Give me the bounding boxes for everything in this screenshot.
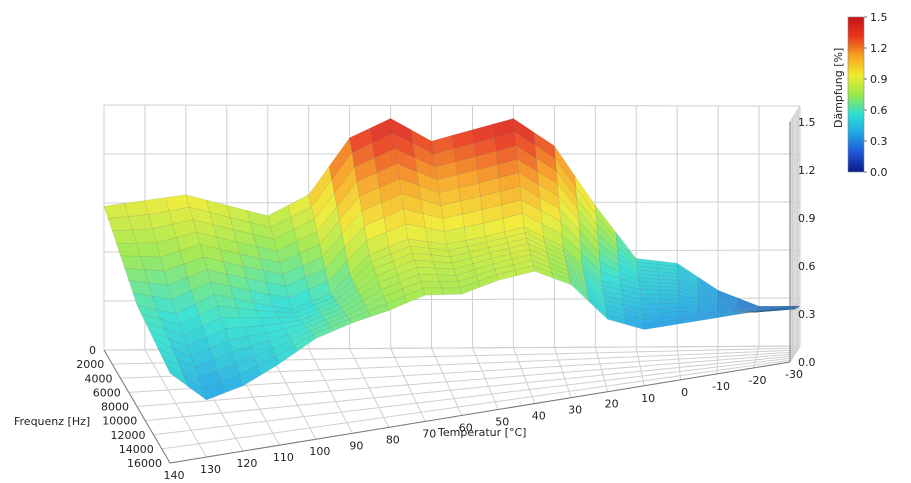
z-tick-labels: 0.0 0.3 0.6 0.9 1.2 1.5 [798, 116, 816, 369]
y-tick-label: 14000 [119, 443, 154, 456]
surface-cell [422, 287, 444, 296]
surface-cell [439, 281, 461, 289]
colorbar-tick-label: 1.2 [870, 42, 888, 55]
grid-line [789, 105, 801, 123]
x-tick-label: 90 [349, 439, 363, 452]
y-tick-label: 2000 [76, 358, 104, 371]
colorbar-tick-label: 0.3 [870, 135, 888, 148]
z-tick-label: 0.9 [798, 212, 816, 225]
x-tick-labels: 140 130 120 110 100 90 80 70 60 50 40 30 20 10 0 -10 -20… [164, 368, 803, 482]
x-tick-label: -30 [785, 368, 803, 381]
x-tick-label: 80 [386, 433, 400, 446]
surface-cell [420, 280, 442, 289]
z-tick-label: 0.6 [798, 260, 816, 273]
y-tick-label: 0 [89, 344, 96, 357]
z-tick-label: 1.2 [798, 164, 816, 177]
x-tick-label: -20 [749, 374, 767, 387]
x-tick-label: 10 [641, 392, 655, 405]
surface-mesh [103, 117, 801, 401]
surface-cell [441, 287, 463, 295]
surface-cell [132, 228, 157, 244]
surface-cell [416, 266, 438, 276]
grid-line [103, 104, 801, 107]
z-tick-label: 0.3 [798, 308, 816, 321]
x-axis-label: Temperatur [°C] [437, 426, 526, 439]
y-tick-label: 8000 [101, 401, 129, 414]
grid-line [789, 345, 801, 363]
x-tick-label: 100 [309, 445, 330, 458]
y-tick-label: 10000 [102, 415, 137, 428]
colorbar-tick-label: 0.9 [870, 73, 888, 86]
surface-cell [659, 289, 680, 296]
x-tick-label: 30 [568, 404, 582, 417]
surface-cell [128, 214, 153, 231]
surface-cell [435, 267, 457, 276]
grid-line [145, 355, 794, 422]
y-tick-label: 16000 [127, 457, 162, 470]
grid-line [789, 201, 801, 219]
grid-line [136, 353, 796, 407]
surface-cell [103, 203, 129, 219]
surface-cell [639, 288, 661, 295]
axis-line [169, 361, 791, 464]
x-tick-label: -10 [712, 380, 730, 393]
surface-cell [640, 293, 661, 300]
surface-cell [107, 216, 133, 232]
x-tick-label: 50 [495, 416, 509, 429]
x-tick-label: 70 [422, 427, 436, 440]
x-tick-label: 40 [532, 410, 546, 423]
y-tick-label: 4000 [85, 372, 113, 385]
surface-cell [221, 317, 245, 329]
x-tick-label: 130 [200, 463, 221, 476]
x-tick-label: 20 [605, 398, 619, 411]
x-tick-label: 0 [681, 386, 688, 399]
x-tick-label: 120 [236, 457, 257, 470]
y-tick-label: 6000 [93, 386, 121, 399]
x-tick-label: 140 [164, 469, 185, 482]
colorbar-tick-label: 1.5 [870, 11, 888, 24]
surface-cell [136, 242, 161, 258]
grid-line [789, 249, 801, 267]
surface-cell [640, 298, 661, 305]
axis-frame [103, 122, 791, 464]
z-tick-label: 1.5 [798, 116, 816, 129]
y-axis-label: Frequenz [Hz] [14, 415, 90, 428]
surface-cell [418, 273, 440, 282]
z-tick-label: 0.0 [798, 356, 816, 369]
axis-line [103, 349, 171, 464]
colorbar-tick-label: 0.6 [870, 104, 888, 117]
grid-line [153, 357, 793, 436]
grid-line [161, 359, 792, 450]
colorbar: 1.5 1.2 0.9 0.6 0.3 0.0 Dämpfung [%] [832, 11, 888, 179]
surface-cell [659, 294, 680, 300]
x-tick-label: 60 [459, 421, 473, 434]
grid-line [789, 153, 801, 171]
colorbar-tick-label: 0.0 [870, 166, 888, 179]
surface-cell [124, 200, 150, 217]
colorbar-label: Dämpfung [%] [832, 48, 845, 128]
x-tick-label: 110 [273, 451, 294, 464]
grid-line [789, 297, 801, 315]
y-tick-label: 12000 [111, 429, 146, 442]
colorbar-gradient [847, 16, 865, 173]
surface-cell [437, 274, 459, 282]
